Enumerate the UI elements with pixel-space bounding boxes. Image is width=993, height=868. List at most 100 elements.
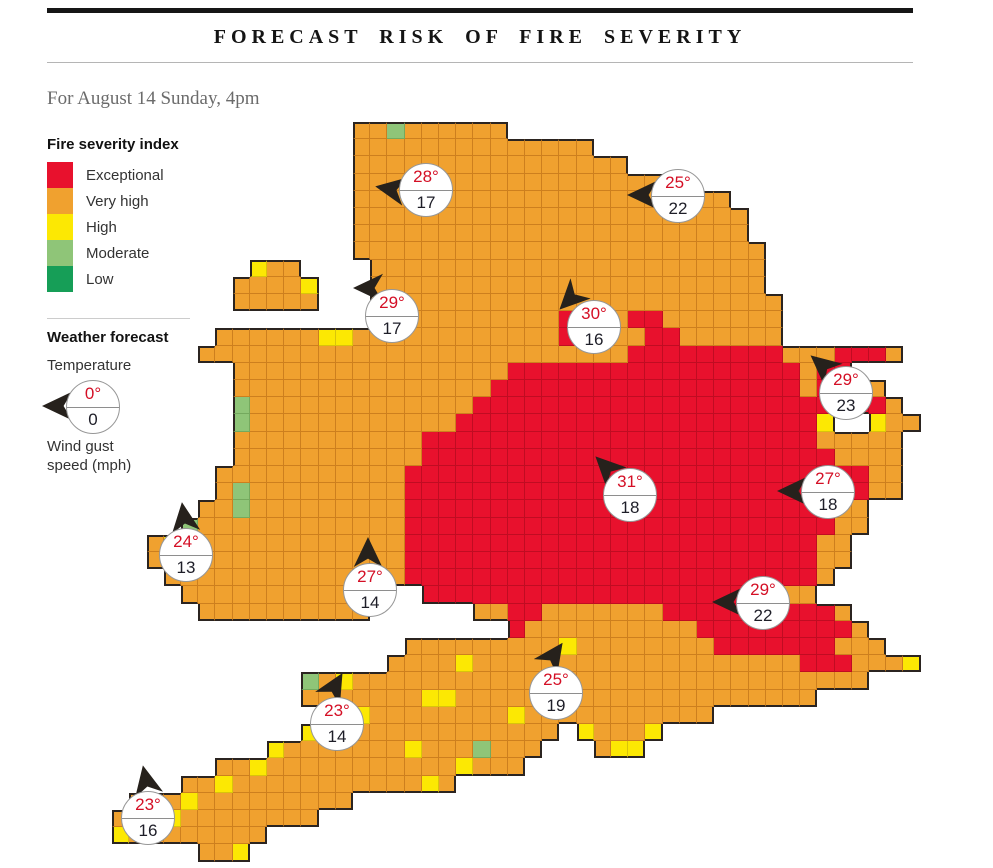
map-cell-exceptional	[542, 466, 560, 484]
map-cell-exceptional	[473, 397, 491, 415]
map-cell-very-high	[748, 328, 766, 346]
map-cell-very-high	[611, 724, 629, 742]
map-cell-exceptional	[800, 534, 818, 552]
map-cell-very-high	[387, 706, 405, 724]
map-cell-very-high	[473, 225, 491, 243]
map-cell-exceptional	[439, 466, 457, 484]
map-cell-very-high	[456, 294, 474, 312]
map-cell-exceptional	[869, 345, 887, 363]
map-cell-exceptional	[679, 534, 697, 552]
map-cell-very-high	[783, 672, 801, 690]
map-cell-very-high	[525, 225, 543, 243]
map-cell-very-high	[404, 139, 422, 157]
map-cell-very-high	[507, 208, 525, 226]
wind-gust-value: 19	[546, 696, 566, 716]
map-cell-exceptional	[559, 397, 577, 415]
map-cell-very-high	[301, 586, 319, 604]
map-cell-exceptional	[662, 466, 680, 484]
map-cell-very-high	[817, 431, 835, 449]
map-cell-very-high	[576, 276, 594, 294]
map-cell-very-high	[318, 569, 336, 587]
map-cell-very-high	[421, 139, 439, 157]
map-cell-high	[249, 758, 267, 776]
map-cell-very-high	[611, 276, 629, 294]
map-cell-very-high	[335, 345, 353, 363]
map-cell-very-high	[215, 517, 233, 535]
map-cell-very-high	[353, 190, 371, 208]
map-cell-very-high	[490, 741, 508, 759]
map-cell-exceptional	[628, 431, 646, 449]
station-circle: 25° 22	[651, 169, 705, 223]
map-cell-very-high	[318, 552, 336, 570]
map-cell-very-high	[490, 638, 508, 656]
map-cell-very-high	[886, 397, 904, 415]
map-cell-very-high	[714, 225, 732, 243]
map-cell-exceptional	[731, 345, 749, 363]
map-cell-very-high	[834, 534, 852, 552]
map-cell-exceptional	[731, 380, 749, 398]
map-cell-very-high	[353, 672, 371, 690]
map-cell-very-high	[869, 655, 887, 673]
map-cell-very-high	[370, 362, 388, 380]
map-cell-very-high	[559, 225, 577, 243]
map-cell-exceptional	[490, 414, 508, 432]
map-cell-very-high	[490, 655, 508, 673]
map-cell-very-high	[439, 225, 457, 243]
map-cell-exceptional	[525, 414, 543, 432]
map-cell-very-high	[387, 397, 405, 415]
map-cell-very-high	[869, 638, 887, 656]
map-cell-exceptional	[697, 362, 715, 380]
severity-legend: Fire severity index Exceptional Very high…	[47, 136, 179, 292]
map-cell-exceptional	[817, 620, 835, 638]
map-cell-exceptional	[645, 345, 663, 363]
map-cell-very-high	[181, 586, 199, 604]
map-cell-very-high	[215, 345, 233, 363]
map-cell-high	[628, 741, 646, 759]
map-cell-very-high	[507, 225, 525, 243]
map-cell-exceptional	[525, 517, 543, 535]
map-cell-very-high	[232, 534, 250, 552]
map-cell-very-high	[886, 655, 904, 673]
map-cell-very-high	[628, 724, 646, 742]
map-cell-exceptional	[697, 414, 715, 432]
map-cell-exceptional	[456, 483, 474, 501]
map-cell-exceptional	[473, 431, 491, 449]
map-cell-exceptional	[439, 552, 457, 570]
map-cell-very-high	[490, 362, 508, 380]
map-cell-exceptional	[439, 569, 457, 587]
map-cell-exceptional	[525, 483, 543, 501]
map-cell-very-high	[731, 311, 749, 329]
map-cell-very-high	[353, 397, 371, 415]
map-cell-very-high	[335, 758, 353, 776]
map-cell-exceptional	[421, 431, 439, 449]
map-cell-very-high	[748, 655, 766, 673]
map-cell-exceptional	[490, 500, 508, 518]
map-cell-very-high	[267, 810, 285, 828]
map-cell-very-high	[267, 603, 285, 621]
map-cell-very-high	[542, 603, 560, 621]
map-cell-very-high	[662, 638, 680, 656]
map-cell-exceptional	[748, 552, 766, 570]
map-cell-very-high	[353, 414, 371, 432]
map-cell-very-high	[353, 122, 371, 140]
map-cell-exceptional	[765, 397, 783, 415]
map-cell-exceptional	[507, 517, 525, 535]
weather-station: 23° 16	[121, 791, 175, 845]
station-circle: 0° 0	[66, 380, 120, 434]
map-cell-exceptional	[697, 552, 715, 570]
map-cell-very-high	[507, 294, 525, 312]
map-cell-exceptional	[783, 569, 801, 587]
map-cell-very-high	[387, 466, 405, 484]
map-cell-exceptional	[576, 431, 594, 449]
map-cell-very-high	[765, 655, 783, 673]
map-cell-very-high	[456, 311, 474, 329]
map-cell-very-high	[714, 328, 732, 346]
map-cell-exceptional	[765, 345, 783, 363]
map-cell-exceptional	[473, 414, 491, 432]
map-cell-very-high	[731, 208, 749, 226]
map-cell-very-high	[249, 294, 267, 312]
map-cell-exceptional	[507, 569, 525, 587]
map-cell-very-high	[886, 448, 904, 466]
map-cell-exceptional	[525, 380, 543, 398]
map-cell-very-high	[370, 689, 388, 707]
